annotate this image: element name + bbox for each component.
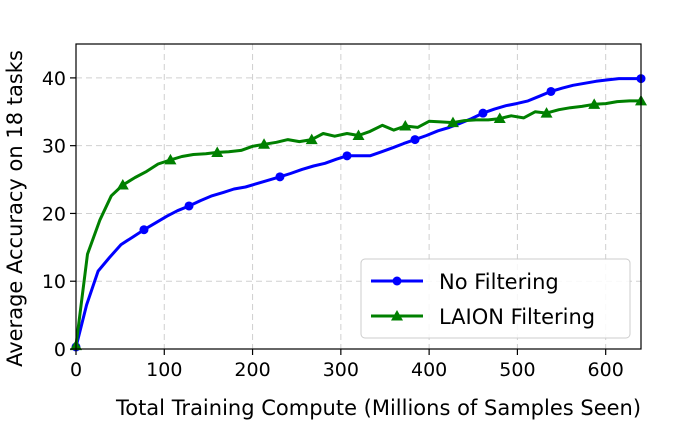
- y-tick-label: 40: [42, 68, 66, 90]
- x-axis-label: Total Training Compute (Millions of Samp…: [115, 396, 641, 420]
- x-tick-label: 400: [411, 359, 447, 381]
- x-tick-label: 500: [499, 359, 535, 381]
- data-point: [588, 98, 601, 109]
- data-point: [410, 135, 420, 145]
- legend-swatch-marker: [392, 276, 402, 286]
- data-point: [211, 146, 224, 157]
- series-1: [70, 94, 647, 351]
- data-point: [540, 107, 553, 118]
- x-tick-label: 0: [70, 359, 82, 381]
- x-tick-label: 300: [323, 359, 359, 381]
- legend-item: No Filtering: [371, 270, 559, 294]
- axis-ticks: 0 100 200 300 400 500 600 0 10 20 30 40: [42, 68, 624, 381]
- data-point: [258, 138, 271, 149]
- y-tick-label: 30: [42, 136, 66, 158]
- x-tick-label: 600: [588, 359, 624, 381]
- data-point: [352, 129, 365, 140]
- data-point: [342, 151, 352, 161]
- data-point: [399, 120, 412, 131]
- data-point: [446, 116, 459, 128]
- legend-label: No Filtering: [439, 270, 559, 294]
- y-tick-label: 0: [54, 339, 66, 361]
- data-point: [275, 172, 285, 182]
- data-point: [493, 112, 506, 124]
- data-point: [305, 133, 318, 145]
- data-point: [164, 153, 177, 165]
- legend-item: LAION Filtering: [371, 305, 595, 329]
- data-point: [478, 108, 488, 118]
- legend-label: LAION Filtering: [439, 305, 595, 329]
- legend-box: [360, 258, 631, 339]
- data-point: [139, 225, 149, 235]
- legend: No Filtering LAION Filtering: [360, 258, 631, 339]
- series-lines: [70, 74, 647, 352]
- data-point: [184, 201, 194, 211]
- legend-swatch-marker: [391, 310, 403, 321]
- x-tick-label: 100: [146, 359, 182, 381]
- plot-frame: [75, 43, 642, 350]
- x-tick-label: 200: [234, 359, 270, 381]
- data-point: [116, 178, 129, 190]
- y-tick-label: 20: [42, 203, 66, 225]
- y-axis-label: Average Accuracy on 18 tasks: [3, 50, 27, 367]
- y-tick-label: 10: [42, 271, 66, 293]
- data-point: [546, 86, 556, 96]
